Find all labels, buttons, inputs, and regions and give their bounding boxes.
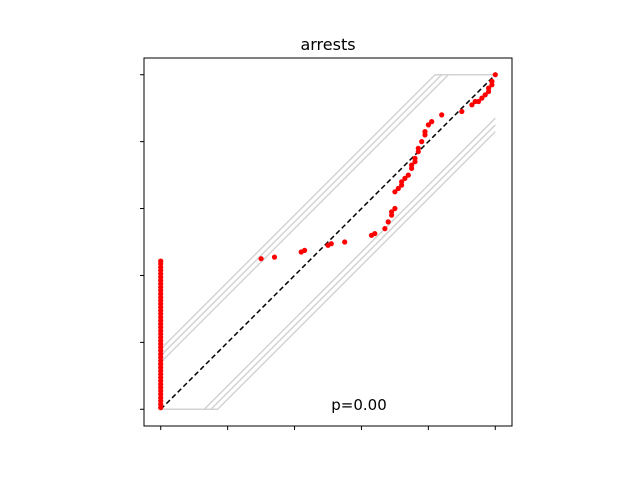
data-point	[258, 256, 264, 262]
data-point	[422, 129, 428, 135]
data-points	[158, 72, 498, 411]
data-point	[392, 189, 398, 195]
data-point	[328, 241, 334, 247]
data-point	[409, 162, 415, 168]
data-point	[302, 247, 308, 253]
envelope-line	[160, 73, 496, 363]
data-point	[482, 92, 488, 98]
data-point	[486, 85, 492, 91]
data-point	[469, 102, 475, 108]
data-point	[405, 172, 411, 178]
data-point	[395, 185, 401, 192]
p-value-annotation: p=0.00	[331, 396, 387, 414]
data-point	[419, 139, 425, 145]
data-point	[399, 179, 405, 185]
axis-ticks	[140, 74, 496, 430]
envelope-lines	[160, 73, 496, 411]
data-point	[475, 98, 482, 105]
data-point	[492, 72, 498, 78]
reference-line-group	[160, 74, 496, 410]
data-point	[271, 254, 278, 260]
envelope-line	[160, 131, 496, 411]
data-point	[429, 119, 435, 125]
data-point	[342, 239, 348, 245]
data-point	[459, 108, 465, 115]
data-point	[415, 145, 421, 151]
data-point	[489, 78, 495, 84]
envelope-line	[160, 117, 496, 411]
data-point	[385, 219, 391, 225]
envelope-line	[160, 73, 496, 350]
data-point	[372, 231, 378, 237]
data-point	[389, 209, 395, 215]
reference-line	[160, 74, 496, 410]
data-point	[402, 175, 408, 181]
data-point	[412, 155, 418, 161]
chart-title: arrests	[300, 35, 355, 54]
data-point	[425, 122, 431, 128]
envelope-line	[160, 73, 496, 357]
data-point	[439, 112, 445, 118]
plot-frame	[143, 57, 513, 427]
data-point	[382, 226, 388, 232]
data-point	[158, 258, 164, 264]
data-point	[479, 95, 485, 101]
data-point	[392, 205, 398, 212]
